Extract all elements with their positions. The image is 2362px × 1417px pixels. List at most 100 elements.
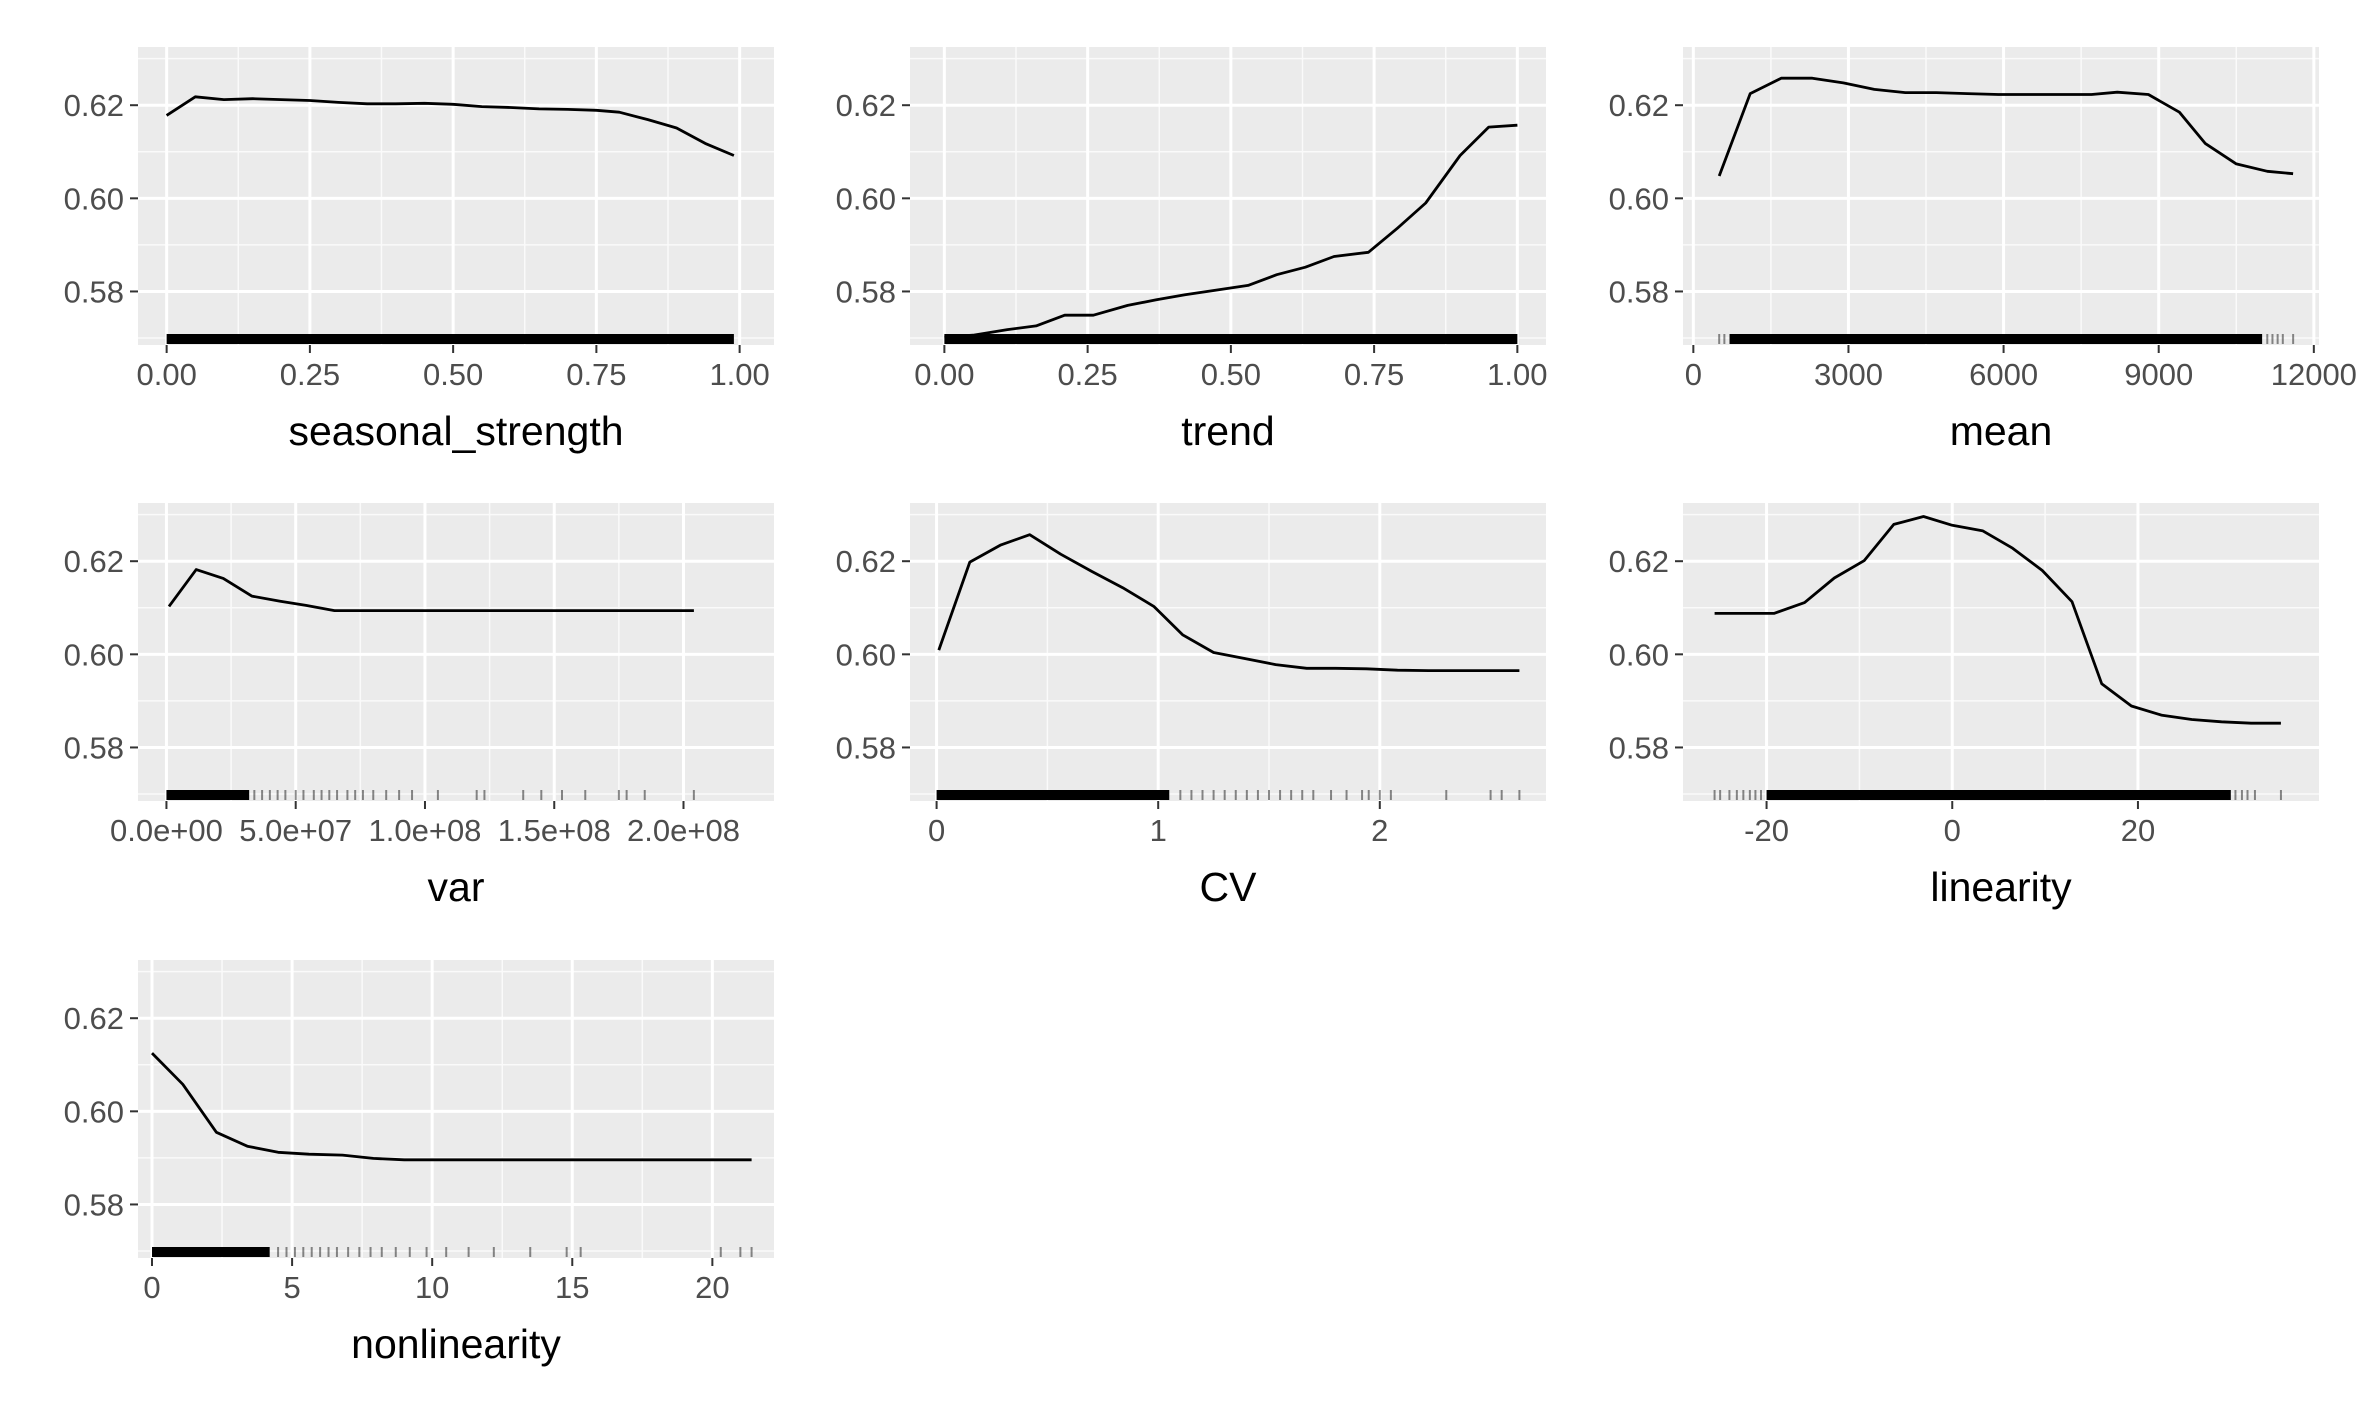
x-tick-label: 5 xyxy=(283,1270,300,1305)
x-tick-label: 10 xyxy=(415,1270,449,1305)
axes: 0 1 2 0.58 0.60 0.62 xyxy=(836,544,1389,848)
panel-var: 0.0e+00 5.0e+07 1.0e+08 1.5e+08 2.0e+08 0.58 0… xyxy=(64,503,774,910)
x-tick-label: 9000 xyxy=(2124,357,2193,392)
rug-dense-band xyxy=(166,334,734,344)
major-gridlines xyxy=(910,47,1546,345)
major-gridlines xyxy=(1683,47,2319,345)
rug-dense-band xyxy=(166,790,250,800)
rug-dense-band xyxy=(152,1247,270,1257)
y-tick-label: 0.62 xyxy=(1609,88,1669,123)
rug-marks xyxy=(944,334,1518,344)
panel-seasonal_strength: 0.00 0.25 0.50 0.75 1.00 0.58 0.60 0.62 seasonal… xyxy=(64,47,774,454)
series-line xyxy=(937,533,1520,672)
panel-background xyxy=(138,960,774,1258)
panel-background xyxy=(910,47,1546,345)
y-tick-label: 0.58 xyxy=(64,1187,124,1222)
minor-gridlines xyxy=(138,503,774,801)
y-tick-label: 0.58 xyxy=(1609,274,1669,309)
series-line xyxy=(1714,515,2281,725)
rug-marks xyxy=(152,1247,753,1257)
x-tick-label: 0 xyxy=(928,813,945,848)
y-tick-label: 0.58 xyxy=(64,730,124,765)
series-line xyxy=(944,123,1518,339)
y-tick-label: 0.58 xyxy=(836,730,896,765)
major-gridlines xyxy=(138,960,774,1258)
rug-dense-band xyxy=(1729,334,2263,344)
x-tick-label: 0.25 xyxy=(1057,357,1117,392)
rug-marks xyxy=(936,790,1521,800)
axes: -20 0 20 0.58 0.60 0.62 xyxy=(1609,544,2156,848)
y-tick-label: 0.62 xyxy=(836,88,896,123)
rug-dense-band xyxy=(1766,790,2231,800)
panel-background xyxy=(138,503,774,801)
rug-dense-band xyxy=(936,790,1170,800)
x-tick-label: 2 xyxy=(1371,813,1388,848)
x-tick-label: 1.00 xyxy=(709,357,769,392)
y-tick-label: 0.60 xyxy=(836,637,896,672)
x-tick-label: 0.75 xyxy=(1344,357,1404,392)
x-axis-title: seasonal_strength xyxy=(288,408,623,454)
x-tick-label: 0.0e+00 xyxy=(110,813,223,848)
rug-marks xyxy=(1718,334,2295,344)
y-tick-label: 0.62 xyxy=(836,544,896,579)
x-tick-label: 0.75 xyxy=(566,357,626,392)
x-axis-title: var xyxy=(428,864,485,910)
x-axis-title: linearity xyxy=(1930,864,2072,910)
y-tick-label: 0.62 xyxy=(64,88,124,123)
y-tick-label: 0.58 xyxy=(1609,730,1669,765)
x-axis-title: mean xyxy=(1950,408,2053,454)
x-tick-label: 2.0e+08 xyxy=(627,813,740,848)
y-tick-label: 0.60 xyxy=(1609,181,1669,216)
series-line xyxy=(165,95,735,157)
panel-background xyxy=(138,47,774,345)
y-tick-label: 0.60 xyxy=(64,637,124,672)
panel-background xyxy=(1683,47,2319,345)
x-tick-label: 0 xyxy=(1685,357,1702,392)
rug-marks xyxy=(166,790,695,800)
x-tick-label: -20 xyxy=(1744,813,1789,848)
y-tick-label: 0.60 xyxy=(836,181,896,216)
y-tick-label: 0.58 xyxy=(64,274,124,309)
panel-trend: 0.00 0.25 0.50 0.75 1.00 0.58 0.60 0.62 trend xyxy=(836,47,1548,454)
y-tick-label: 0.60 xyxy=(1609,637,1669,672)
x-tick-label: 20 xyxy=(2121,813,2155,848)
x-axis-title: trend xyxy=(1181,408,1274,454)
x-axis-title: CV xyxy=(1200,864,1258,910)
x-tick-label: 0 xyxy=(1944,813,1961,848)
rug-dense-band xyxy=(944,334,1518,344)
x-tick-label: 1.0e+08 xyxy=(369,813,482,848)
y-tick-label: 0.62 xyxy=(1609,544,1669,579)
x-tick-label: 1.00 xyxy=(1487,357,1547,392)
panel-background xyxy=(910,503,1546,801)
x-tick-label: 5.0e+07 xyxy=(239,813,352,848)
x-tick-label: 0 xyxy=(143,1270,160,1305)
panel-background xyxy=(1683,503,2319,801)
x-tick-label: 0.00 xyxy=(914,357,974,392)
x-tick-label: 0.50 xyxy=(423,357,483,392)
x-tick-label: 12000 xyxy=(2271,357,2357,392)
rug-marks xyxy=(1713,790,2282,800)
x-tick-label: 20 xyxy=(695,1270,729,1305)
series-line xyxy=(151,1052,752,1162)
y-tick-label: 0.60 xyxy=(64,1094,124,1129)
panel-CV: 0 1 2 0.58 0.60 0.62 CV xyxy=(836,503,1546,910)
y-tick-label: 0.62 xyxy=(64,544,124,579)
series-line xyxy=(167,568,694,612)
x-tick-label: 0.50 xyxy=(1201,357,1261,392)
y-tick-label: 0.60 xyxy=(64,181,124,216)
axes: 0 5 10 15 20 0.58 0.60 0.62 xyxy=(64,1001,730,1305)
panel-mean: 0 3000 6000 9000 12000 0.58 0.60 0.62 mean xyxy=(1609,47,2357,454)
minor-gridlines xyxy=(138,960,774,1258)
panel-nonlinearity: 0 5 10 15 20 0.58 0.60 0.62 nonlinearity xyxy=(64,960,774,1367)
series-line xyxy=(1717,76,2294,177)
major-gridlines xyxy=(138,47,774,345)
x-tick-label: 1 xyxy=(1150,813,1167,848)
rug-marks xyxy=(166,334,734,344)
axes: 0.00 0.25 0.50 0.75 1.00 0.58 0.60 0.62 xyxy=(836,88,1548,392)
axes: 0 3000 6000 9000 12000 0.58 0.60 0.62 xyxy=(1609,88,2357,392)
x-tick-label: 6000 xyxy=(1969,357,2038,392)
minor-gridlines xyxy=(910,503,1546,801)
y-tick-label: 0.62 xyxy=(64,1001,124,1036)
panel-linearity: -20 0 20 0.58 0.60 0.62 linearity xyxy=(1609,503,2319,910)
y-tick-label: 0.58 xyxy=(836,274,896,309)
